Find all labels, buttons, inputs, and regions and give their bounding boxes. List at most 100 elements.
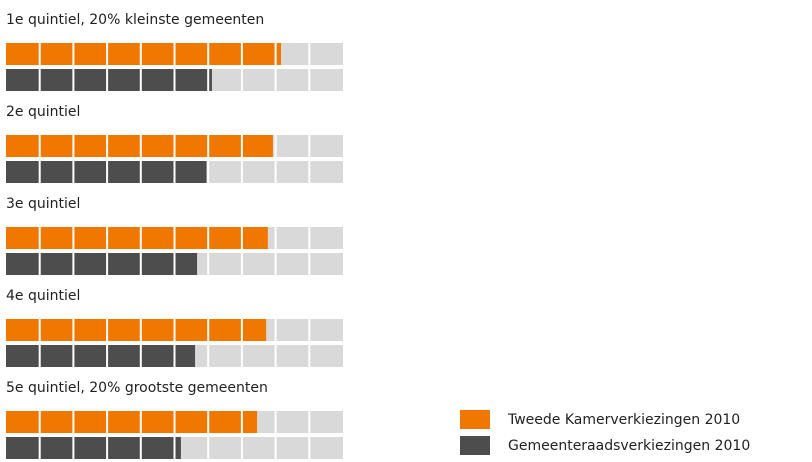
category-label: 1e quintiel, 20% kleinste gemeenten <box>6 12 264 28</box>
cell-gap <box>308 436 311 460</box>
cell-gap <box>308 160 311 184</box>
cell-gap <box>72 252 75 276</box>
cell-gap <box>72 436 75 460</box>
cell-gap <box>139 436 142 460</box>
cell-gap <box>173 134 176 158</box>
cell-gap <box>274 160 277 184</box>
cell-gap <box>240 318 243 342</box>
category-label: 3e quintiel <box>6 196 80 212</box>
bar <box>6 253 198 275</box>
cell-gap <box>274 134 277 158</box>
cell-gap <box>139 410 142 434</box>
cell-gap <box>38 68 41 92</box>
cell-gap <box>274 318 277 342</box>
cell-gap <box>240 160 243 184</box>
cell-gap <box>139 344 142 368</box>
cell-gap <box>274 252 277 276</box>
cell-gap <box>207 160 210 184</box>
legend-swatch <box>460 410 490 429</box>
cell-gap <box>308 226 311 250</box>
cell-gap <box>106 68 109 92</box>
cell-gap <box>240 410 243 434</box>
cell-gap <box>207 318 210 342</box>
cell-gap <box>139 226 142 250</box>
cell-gap <box>240 134 243 158</box>
cell-gap <box>106 436 109 460</box>
cell-gap <box>38 134 41 158</box>
cell-gap <box>207 226 210 250</box>
cell-gap <box>274 226 277 250</box>
cell-gap <box>308 68 311 92</box>
cell-gap <box>173 344 176 368</box>
legend-label: Gemeenteraadsverkiezingen 2010 <box>508 438 750 454</box>
cell-gap <box>308 42 311 66</box>
cell-gap <box>207 42 210 66</box>
cell-gap <box>38 436 41 460</box>
cell-gap <box>38 252 41 276</box>
cell-gap <box>173 42 176 66</box>
cell-gap <box>240 68 243 92</box>
cell-gap <box>173 410 176 434</box>
cell-gap <box>106 42 109 66</box>
cell-gap <box>106 410 109 434</box>
legend-swatch <box>460 436 490 455</box>
cell-gap <box>274 436 277 460</box>
bar <box>6 437 181 459</box>
cell-gap <box>72 134 75 158</box>
cell-gap <box>139 160 142 184</box>
cell-gap <box>139 42 142 66</box>
cell-gap <box>106 226 109 250</box>
cell-gap <box>308 252 311 276</box>
cell-gap <box>139 252 142 276</box>
cell-gap <box>240 42 243 66</box>
category-label: 5e quintiel, 20% grootste gemeenten <box>6 380 268 396</box>
bar <box>6 319 267 341</box>
cell-gap <box>308 318 311 342</box>
bar <box>6 135 273 157</box>
cell-gap <box>38 226 41 250</box>
cell-gap <box>106 318 109 342</box>
cell-gap <box>308 134 311 158</box>
cell-gap <box>308 410 311 434</box>
bar <box>6 227 268 249</box>
legend-label: Tweede Kamerverkiezingen 2010 <box>507 412 740 428</box>
cell-gap <box>173 68 176 92</box>
bar <box>6 69 212 91</box>
cell-gap <box>207 410 210 434</box>
cell-gap <box>38 318 41 342</box>
cell-gap <box>207 68 210 92</box>
cell-gap <box>106 252 109 276</box>
cell-gap <box>106 344 109 368</box>
cell-gap <box>207 134 210 158</box>
category-label: 4e quintiel <box>6 288 80 304</box>
cell-gap <box>173 318 176 342</box>
cell-gap <box>38 160 41 184</box>
cell-gap <box>207 344 210 368</box>
cell-gap <box>240 252 243 276</box>
cell-gap <box>274 410 277 434</box>
cell-gap <box>173 160 176 184</box>
bar <box>6 411 258 433</box>
cell-gap <box>72 160 75 184</box>
cell-gap <box>173 252 176 276</box>
cell-gap <box>38 344 41 368</box>
cell-gap <box>207 252 210 276</box>
cell-gap <box>106 134 109 158</box>
cell-gap <box>207 436 210 460</box>
cell-gap <box>38 42 41 66</box>
cell-gap <box>274 68 277 92</box>
cell-gap <box>72 68 75 92</box>
cell-gap <box>139 134 142 158</box>
cell-gap <box>240 344 243 368</box>
cell-gap <box>173 226 176 250</box>
bar <box>6 43 281 65</box>
bar <box>6 345 196 367</box>
cell-gap <box>308 344 311 368</box>
cell-gap <box>274 344 277 368</box>
cell-gap <box>72 42 75 66</box>
cell-gap <box>72 410 75 434</box>
category-label: 2e quintiel <box>6 104 80 120</box>
cell-gap <box>240 226 243 250</box>
cell-gap <box>274 42 277 66</box>
cell-gap <box>139 318 142 342</box>
